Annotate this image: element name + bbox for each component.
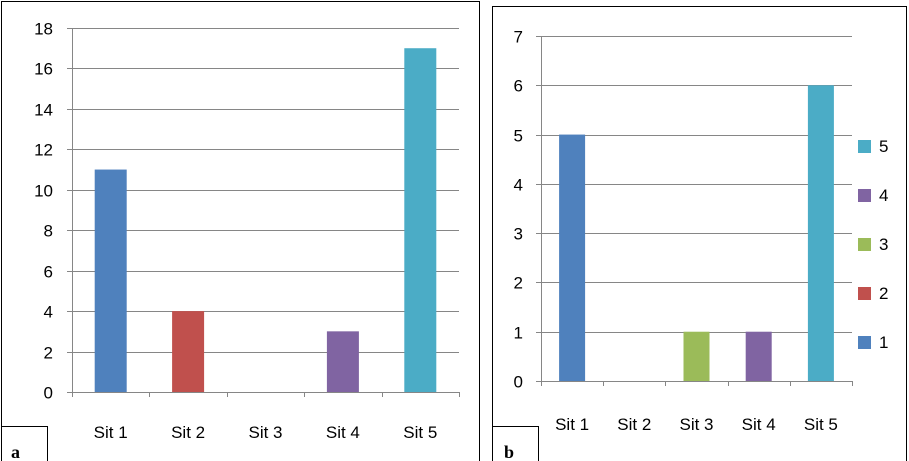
y-tick-label: 14 [34, 101, 53, 120]
bar-sit-2 [172, 311, 205, 392]
legend-label: 2 [879, 284, 888, 303]
legend-swatch [858, 140, 871, 153]
panel-b-letter-box: b [492, 426, 539, 461]
bar-sit-3 [683, 331, 710, 381]
bar-sit-4 [745, 331, 772, 381]
legend-swatch [858, 336, 871, 349]
panel-a-frame [1, 1, 480, 461]
panel-b-x-tick-labels: Sit 1 Sit 2 Sit 3 Sit 4 Sit 5 [555, 415, 838, 434]
legend-item: 4 [858, 186, 888, 205]
y-tick-label: 3 [514, 225, 523, 244]
x-tick-label: Sit 2 [617, 415, 651, 434]
y-tick-label: 12 [34, 141, 53, 160]
y-tick-label: 2 [44, 344, 53, 363]
bar-sit-5 [404, 48, 437, 392]
legend-label: 4 [879, 186, 888, 205]
y-tick-label: 16 [34, 60, 53, 79]
y-tick-label: 6 [514, 77, 523, 96]
legend-swatch [858, 287, 871, 300]
legend-item: 2 [858, 284, 888, 303]
x-tick-label: Sit 4 [742, 415, 776, 434]
y-tick-label: 2 [514, 274, 523, 293]
panel-b-letter: b [504, 442, 514, 461]
y-tick-label: 0 [44, 384, 53, 403]
y-tick-label: 0 [514, 373, 523, 392]
legend-swatch [858, 238, 871, 251]
y-tick-label: 1 [514, 324, 523, 343]
chart-panel-b: 0 1 2 3 4 5 6 7 Sit 1 Sit 2 Sit 3 Sit 4 Sit 5 5 4 3 2 1… [492, 6, 907, 461]
y-tick-label: 10 [34, 182, 53, 201]
bar-sit-1 [559, 134, 586, 381]
legend-item: 1 [858, 333, 888, 352]
x-tick-label: Sit 3 [679, 415, 713, 434]
panel-a-y-tick-labels: 0 2 4 6 8 10 12 14 16 18 [34, 20, 53, 403]
legend-label: 5 [879, 137, 888, 156]
y-tick-label: 4 [44, 303, 53, 322]
panel-b-y-tick-labels: 0 1 2 3 4 5 6 7 [514, 28, 523, 392]
y-tick-label: 8 [44, 222, 53, 241]
panel-b-axes [536, 36, 853, 386]
legend-label: 1 [879, 333, 888, 352]
panel-a-x-tick-labels: Sit 1 Sit 2 Sit 3 Sit 4 Sit 5 [94, 423, 438, 442]
legend-label: 3 [879, 235, 888, 254]
bar-sit-5 [807, 85, 834, 382]
panel-a-letter-box: a [1, 426, 48, 461]
x-tick-label: Sit 3 [248, 423, 282, 442]
legend-item: 5 [858, 137, 888, 156]
panel-b-legend: 5 4 3 2 1 [858, 137, 888, 352]
x-tick-label: Sit 4 [326, 423, 360, 442]
bar-sit-4 [326, 331, 359, 392]
panel-b-gridlines [541, 36, 852, 333]
panel-a-letter: a [11, 442, 20, 461]
x-tick-label: Sit 2 [171, 423, 205, 442]
x-tick-label: Sit 5 [804, 415, 838, 434]
y-tick-label: 6 [44, 263, 53, 282]
y-tick-label: 5 [514, 127, 523, 146]
y-tick-label: 7 [514, 28, 523, 47]
x-tick-label: Sit 5 [403, 423, 437, 442]
panel-b-bars [559, 85, 834, 382]
panel-a-bars [94, 48, 437, 392]
y-tick-label: 4 [514, 176, 523, 195]
bar-sit-1 [94, 169, 127, 392]
legend-item: 3 [858, 235, 888, 254]
x-tick-label: Sit 1 [555, 415, 589, 434]
panel-a-gridlines [72, 28, 459, 353]
panel-a-axes [67, 28, 460, 397]
legend-swatch [858, 189, 871, 202]
y-tick-label: 18 [34, 20, 53, 39]
x-tick-label: Sit 1 [94, 423, 128, 442]
